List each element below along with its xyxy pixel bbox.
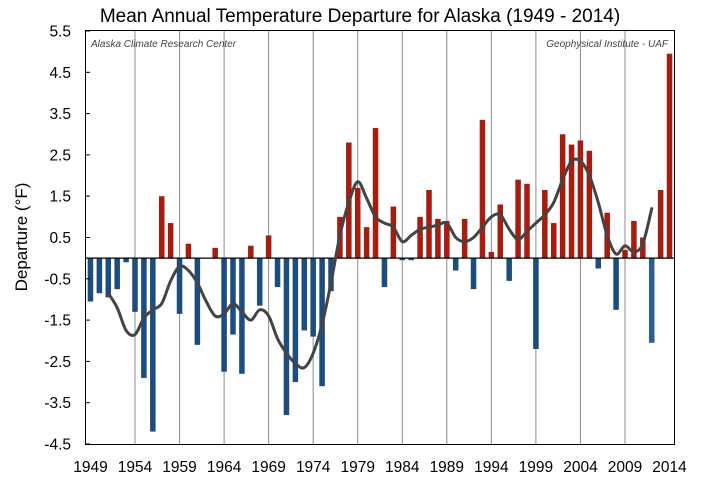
bar-2005 xyxy=(586,150,593,259)
y-tick-label: -0.5 xyxy=(44,271,71,288)
bar-1971 xyxy=(283,258,290,416)
bar-2002 xyxy=(559,134,566,259)
bar-1986 xyxy=(417,216,423,259)
bar-1985 xyxy=(408,258,414,261)
bar-1974 xyxy=(310,258,316,337)
bar-2004 xyxy=(577,140,584,259)
plot-frame xyxy=(85,30,675,445)
x-tick-label: 1984 xyxy=(385,459,420,476)
y-tick-label: 0.5 xyxy=(49,230,71,247)
bar-2011 xyxy=(640,237,646,259)
x-tick-label: 1954 xyxy=(118,459,153,476)
x-axis-ticks: 1949 1954 1959 1964 1969 1974 1979 1984 1989 1994… xyxy=(73,459,687,476)
bar-1991 xyxy=(461,218,468,259)
bar-2000 xyxy=(542,190,548,259)
bar-1997 xyxy=(515,179,521,259)
x-tick-label: 2014 xyxy=(652,459,687,476)
bar-1995 xyxy=(497,204,504,259)
bar-1960 xyxy=(185,243,192,259)
bar-series xyxy=(87,53,673,432)
bar-1993 xyxy=(479,119,486,259)
x-tick-label: 1969 xyxy=(251,459,285,476)
bar-1954 xyxy=(132,258,138,312)
y-axis-ticks: 5.5 4.5 3.5 2.5 1.5 0.5 -0.5 -1.5 -2.5 -3.5 -4.5 xyxy=(44,24,90,454)
bar-1961 xyxy=(194,258,201,345)
bar-1950 xyxy=(96,258,103,294)
bar-2014 xyxy=(666,53,673,259)
bar-1965 xyxy=(230,258,236,335)
bar-1952 xyxy=(114,258,120,290)
bar-1979 xyxy=(354,187,361,259)
y-tick-label: 1.5 xyxy=(49,189,71,206)
annotation-left: Alaska Climate Research Center xyxy=(90,39,237,50)
bar-1957 xyxy=(158,196,165,259)
x-tick-label: 2004 xyxy=(563,459,598,476)
x-tick-label: 1949 xyxy=(73,459,107,476)
bar-1968 xyxy=(256,258,263,306)
bar-1967 xyxy=(248,245,254,259)
y-axis-label: Departure (°F) xyxy=(12,183,31,292)
annotation-right: Geophysical Institute - UAF xyxy=(546,39,669,50)
bar-1951 xyxy=(105,258,112,298)
bar-2001 xyxy=(550,223,557,259)
bar-2006 xyxy=(595,258,602,269)
bar-1987 xyxy=(426,190,432,259)
bar-1972 xyxy=(292,258,299,383)
smoothed-trend-line xyxy=(106,157,654,370)
bar-1999 xyxy=(533,258,539,350)
bar-1998 xyxy=(524,183,530,259)
bar-1953 xyxy=(123,258,129,263)
x-tick-label: 1964 xyxy=(207,459,242,476)
y-tick-label: -4.5 xyxy=(44,437,71,454)
bar-1984 xyxy=(399,258,406,261)
x-tick-label: 1979 xyxy=(340,459,374,476)
bar-2010 xyxy=(631,220,637,259)
bar-2012 xyxy=(648,258,655,343)
y-tick-label: 3.5 xyxy=(49,106,71,123)
bar-1992 xyxy=(470,258,477,290)
x-tick-label: 1994 xyxy=(474,459,509,476)
bar-1990 xyxy=(452,258,459,271)
chart-title: Mean Annual Temperature Departure for Al… xyxy=(100,6,620,27)
bar-1981 xyxy=(372,128,379,259)
bar-2013 xyxy=(657,190,664,259)
bar-2008 xyxy=(613,258,619,310)
bar-2009 xyxy=(622,249,628,259)
bar-1966 xyxy=(239,258,245,374)
y-tick-label: 2.5 xyxy=(49,147,71,164)
bar-1973 xyxy=(301,258,308,331)
y-tick-label: 5.5 xyxy=(49,24,71,41)
bar-1958 xyxy=(167,223,174,259)
x-tick-label: 2009 xyxy=(608,459,642,476)
y-tick-label: 4.5 xyxy=(49,65,71,82)
bar-1983 xyxy=(390,206,397,259)
bar-1969 xyxy=(265,235,272,259)
x-tick-label: 1989 xyxy=(430,459,464,476)
y-tick-label: -2.5 xyxy=(44,354,71,371)
bar-1970 xyxy=(274,258,281,288)
bar-1949 xyxy=(87,258,94,302)
y-tick-label: -1.5 xyxy=(44,313,71,330)
bar-1988 xyxy=(435,218,441,259)
y-tick-label: -3.5 xyxy=(44,395,71,412)
x-tick-label: 1999 xyxy=(519,459,553,476)
bar-1956 xyxy=(150,258,156,432)
bar-2003 xyxy=(568,144,575,259)
bar-1996 xyxy=(506,258,512,281)
bar-1980 xyxy=(363,227,370,259)
x-tick-label: 1959 xyxy=(162,459,196,476)
bar-1959 xyxy=(176,258,183,314)
bar-1994 xyxy=(488,251,495,259)
x-tick-label: 1974 xyxy=(296,459,331,476)
bar-1976 xyxy=(328,258,334,292)
bar-1982 xyxy=(381,258,388,288)
bar-1989 xyxy=(444,220,450,259)
bar-1963 xyxy=(212,247,218,259)
